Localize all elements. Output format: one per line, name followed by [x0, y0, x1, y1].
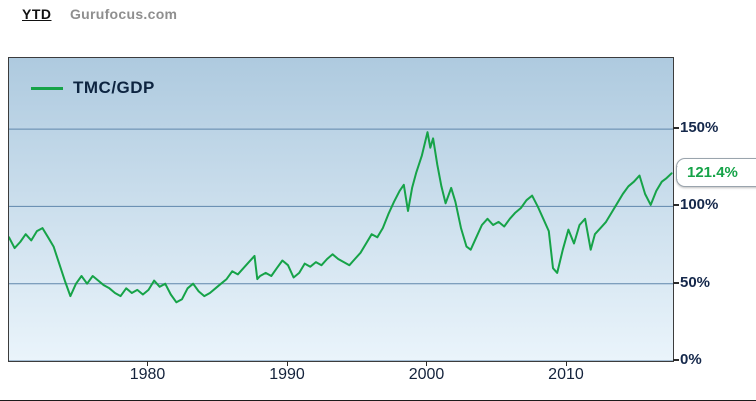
- y-tick-label: 0%: [680, 351, 702, 368]
- ytd-label: YTD: [22, 6, 52, 22]
- y-tick-label: 100%: [680, 196, 719, 214]
- chart-plot-area: TMC/GDP: [8, 57, 674, 362]
- x-tick-mark: [565, 361, 567, 366]
- x-tick-mark: [147, 361, 149, 366]
- chart-svg: [9, 128, 673, 361]
- brand-label: Gurufocus.com: [69, 6, 178, 22]
- legend-line-swatch: [31, 86, 63, 90]
- header: YTD Gurufocus.com: [22, 6, 177, 28]
- legend-label: TMC/GDP: [73, 78, 155, 97]
- x-tick-mark: [426, 361, 428, 366]
- legend: TMC/GDP: [31, 78, 155, 98]
- y-tick-label: 50%: [680, 273, 711, 291]
- x-tick-label: 1990: [269, 366, 305, 383]
- y-tick-label: 150%: [680, 119, 719, 137]
- x-tick-label: 1980: [129, 366, 166, 383]
- x-tick-label: 2010: [548, 366, 584, 383]
- gridlines: [9, 128, 673, 361]
- y-tick-mark: [673, 281, 679, 284]
- x-tick-label: 2000: [408, 366, 445, 383]
- x-tick-mark: [286, 361, 288, 366]
- y-tick-mark: [673, 359, 679, 361]
- callout-arrow: [677, 165, 685, 181]
- y-tick-mark: [673, 204, 679, 207]
- tmc-gdp-line: [9, 131, 673, 304]
- current-value-label: 121.4%: [687, 164, 738, 181]
- y-tick-mark: [673, 127, 679, 130]
- current-value-callout: 121.4%: [676, 158, 756, 187]
